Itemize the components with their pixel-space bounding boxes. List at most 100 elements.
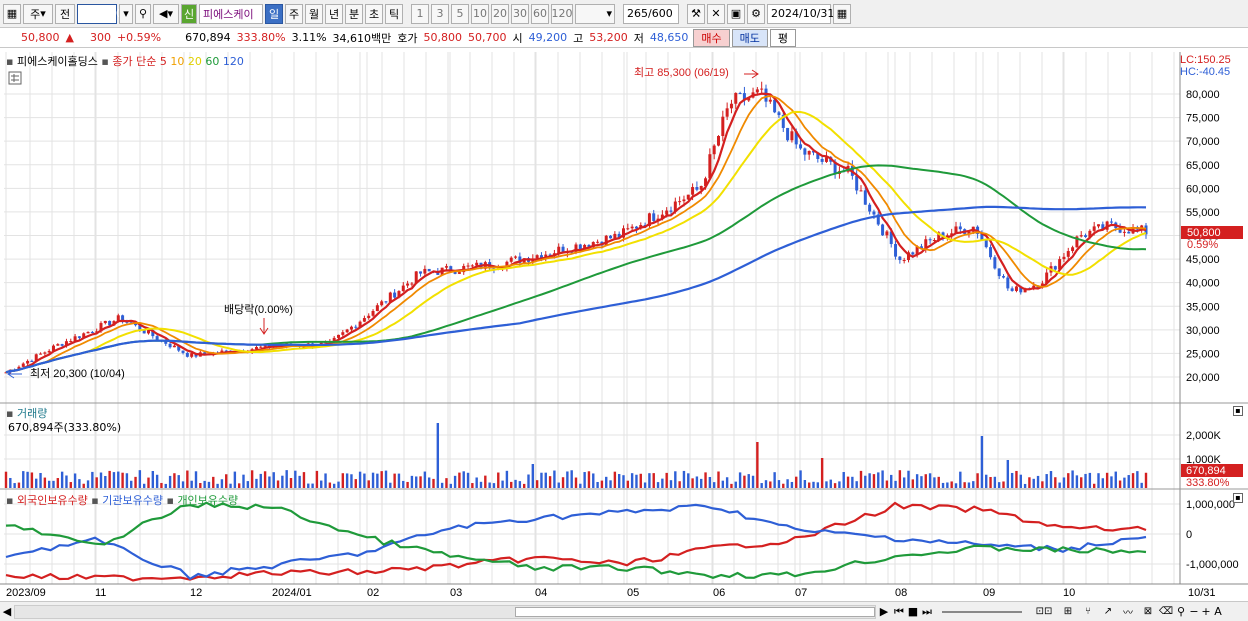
minute-option-10[interactable]: 10	[471, 3, 489, 24]
volume-bar	[548, 476, 552, 488]
volume-bar	[307, 483, 310, 488]
tab-week[interactable]: 주	[285, 3, 303, 24]
tab-day[interactable]: 일	[265, 3, 283, 24]
candle-body	[652, 213, 656, 221]
custom-period-select[interactable]: ▾	[575, 3, 615, 24]
lock-icon[interactable]: ⊠	[1143, 606, 1153, 617]
calendar-icon[interactable]: ▦	[833, 3, 851, 24]
candle-body	[1045, 272, 1049, 284]
price-panel-legend: ▪ 피에스케이홀딩스 ▪ 종가 단순 5 10 20 60 120	[6, 53, 244, 69]
candle-body	[86, 331, 90, 334]
scroll-right-icon[interactable]: ▶	[879, 605, 889, 618]
minute-option-1[interactable]: 1	[411, 3, 429, 24]
foreign-legend[interactable]: 외국인보유수량	[16, 494, 88, 507]
minute-option-120[interactable]: 120	[551, 3, 573, 24]
inst-legend[interactable]: 기관보유수량	[102, 494, 163, 507]
price-change: 300	[89, 31, 111, 44]
volume-bar	[717, 471, 720, 488]
volume-bar	[851, 476, 854, 488]
volume-bar	[738, 472, 742, 488]
volume-panel-close-icon[interactable]: ▪	[1233, 406, 1243, 416]
stock-name-legend[interactable]: 피에스케이홀딩스	[16, 55, 98, 68]
current-price: 50,800	[21, 31, 60, 44]
zoom-in-icon[interactable]: +	[1201, 605, 1211, 618]
tab-tick[interactable]: 틱	[385, 3, 403, 24]
minute-option-30[interactable]: 30	[511, 3, 529, 24]
stock-code-input[interactable]: 031980	[77, 3, 123, 24]
prev-button[interactable]: 전	[55, 3, 75, 24]
minute-option-5[interactable]: 5	[451, 3, 469, 24]
volume-bar	[1144, 472, 1148, 488]
speaker-icon[interactable]: ◀▾	[153, 3, 179, 24]
tab-minute[interactable]: 분	[345, 3, 363, 24]
bottom-scrollbar[interactable]: ◀ ▶ ⏮ ■ ⏭ ⊡⊡ ⊞ ⑂ ↗ 〰 ⊠ ⌫ ⚲ − + A	[0, 601, 1248, 621]
date-input[interactable]: 2024/10/31	[767, 3, 834, 24]
search-icon[interactable]: ⚲	[135, 3, 151, 24]
gear-icon[interactable]: ⚙	[747, 3, 765, 24]
ma-legend-prefix[interactable]: 종가 단순	[112, 55, 157, 68]
volume-bar	[471, 483, 474, 488]
buy-button[interactable]: 매수	[693, 28, 730, 47]
minute-option-60[interactable]: 60	[531, 3, 549, 24]
eval-button[interactable]: 평	[769, 28, 797, 47]
volume-bar	[954, 483, 958, 488]
fork-icon[interactable]: ⑂	[1085, 606, 1091, 617]
indiv-legend[interactable]: 개인보유수량	[177, 494, 239, 507]
font-size-icon[interactable]: A	[1214, 605, 1222, 618]
trend-icon[interactable]: ↗	[1103, 606, 1113, 617]
zoom-slider[interactable]	[942, 610, 1022, 613]
tab-year[interactable]: 년	[325, 3, 343, 24]
stop-icon[interactable]: ■	[907, 605, 919, 618]
volume-bar	[911, 479, 915, 488]
scroll-thumb[interactable]	[515, 606, 875, 617]
compare-icon[interactable]: ⊡⊡	[1035, 606, 1053, 617]
volume-bar	[415, 476, 418, 488]
crosshair-icon[interactable]: ✕	[707, 3, 725, 24]
volume-bar	[976, 473, 979, 488]
volume-bar	[1045, 474, 1048, 488]
volume-panel-title[interactable]: ▪ 거래량	[6, 405, 47, 421]
candle-body	[362, 318, 366, 322]
tab-minute-label: 분	[348, 7, 360, 21]
candle-body	[444, 266, 448, 268]
candle-body	[410, 283, 414, 285]
tab-month[interactable]: 월	[305, 3, 323, 24]
minute-option-20[interactable]: 20	[491, 3, 509, 24]
volume-bar	[423, 471, 427, 488]
stock-name-field[interactable]: 피에스케이	[199, 3, 263, 24]
scroll-track[interactable]	[14, 604, 876, 619]
scroll-left-icon[interactable]: ◀	[2, 605, 12, 618]
zoom-out-icon[interactable]: −	[1189, 605, 1199, 618]
chart-settings-icon[interactable]: ⚒	[687, 3, 705, 24]
price-tick-label: 40,000	[1186, 278, 1220, 290]
volume-bar	[1062, 477, 1066, 488]
candle-body	[1088, 230, 1092, 237]
rewind-icon[interactable]: ⏮	[894, 604, 904, 618]
period-unit-select[interactable]: 주 ▾	[23, 3, 53, 24]
candle-body	[427, 268, 431, 272]
volume-bar	[281, 475, 284, 488]
candle-body	[704, 178, 708, 186]
candle-body	[630, 226, 634, 229]
volume-bar	[695, 476, 699, 488]
fast-forward-icon[interactable]: ⏭	[922, 604, 932, 618]
wave-icon[interactable]: 〰	[1123, 608, 1133, 619]
save-icon[interactable]: ▣	[727, 3, 745, 24]
volume-pct: 333.80%	[236, 31, 286, 44]
chart-area[interactable]: 80,00075,00070,00065,00060,00055,00050,0…	[0, 49, 1248, 601]
count-input[interactable]: 265/600	[623, 3, 679, 24]
tab-second[interactable]: 초	[365, 3, 383, 24]
layout-icon[interactable]: ▦	[3, 3, 21, 24]
zoom-icon[interactable]: ⚲	[1176, 605, 1186, 618]
minute-option-3[interactable]: 3	[431, 3, 449, 24]
sell-button[interactable]: 매도	[731, 28, 768, 47]
holder-panel-close-icon[interactable]: ▪	[1233, 493, 1243, 503]
code-dropdown-icon[interactable]: ▾	[119, 3, 133, 24]
eraser-icon[interactable]: ⌫	[1158, 606, 1174, 617]
candle-body	[505, 261, 509, 269]
layers-icon[interactable]: ⊞	[1063, 606, 1073, 617]
candle-body	[552, 253, 556, 255]
volume-bar	[294, 470, 297, 488]
candle-body	[358, 321, 362, 328]
volume-bar	[846, 476, 850, 488]
